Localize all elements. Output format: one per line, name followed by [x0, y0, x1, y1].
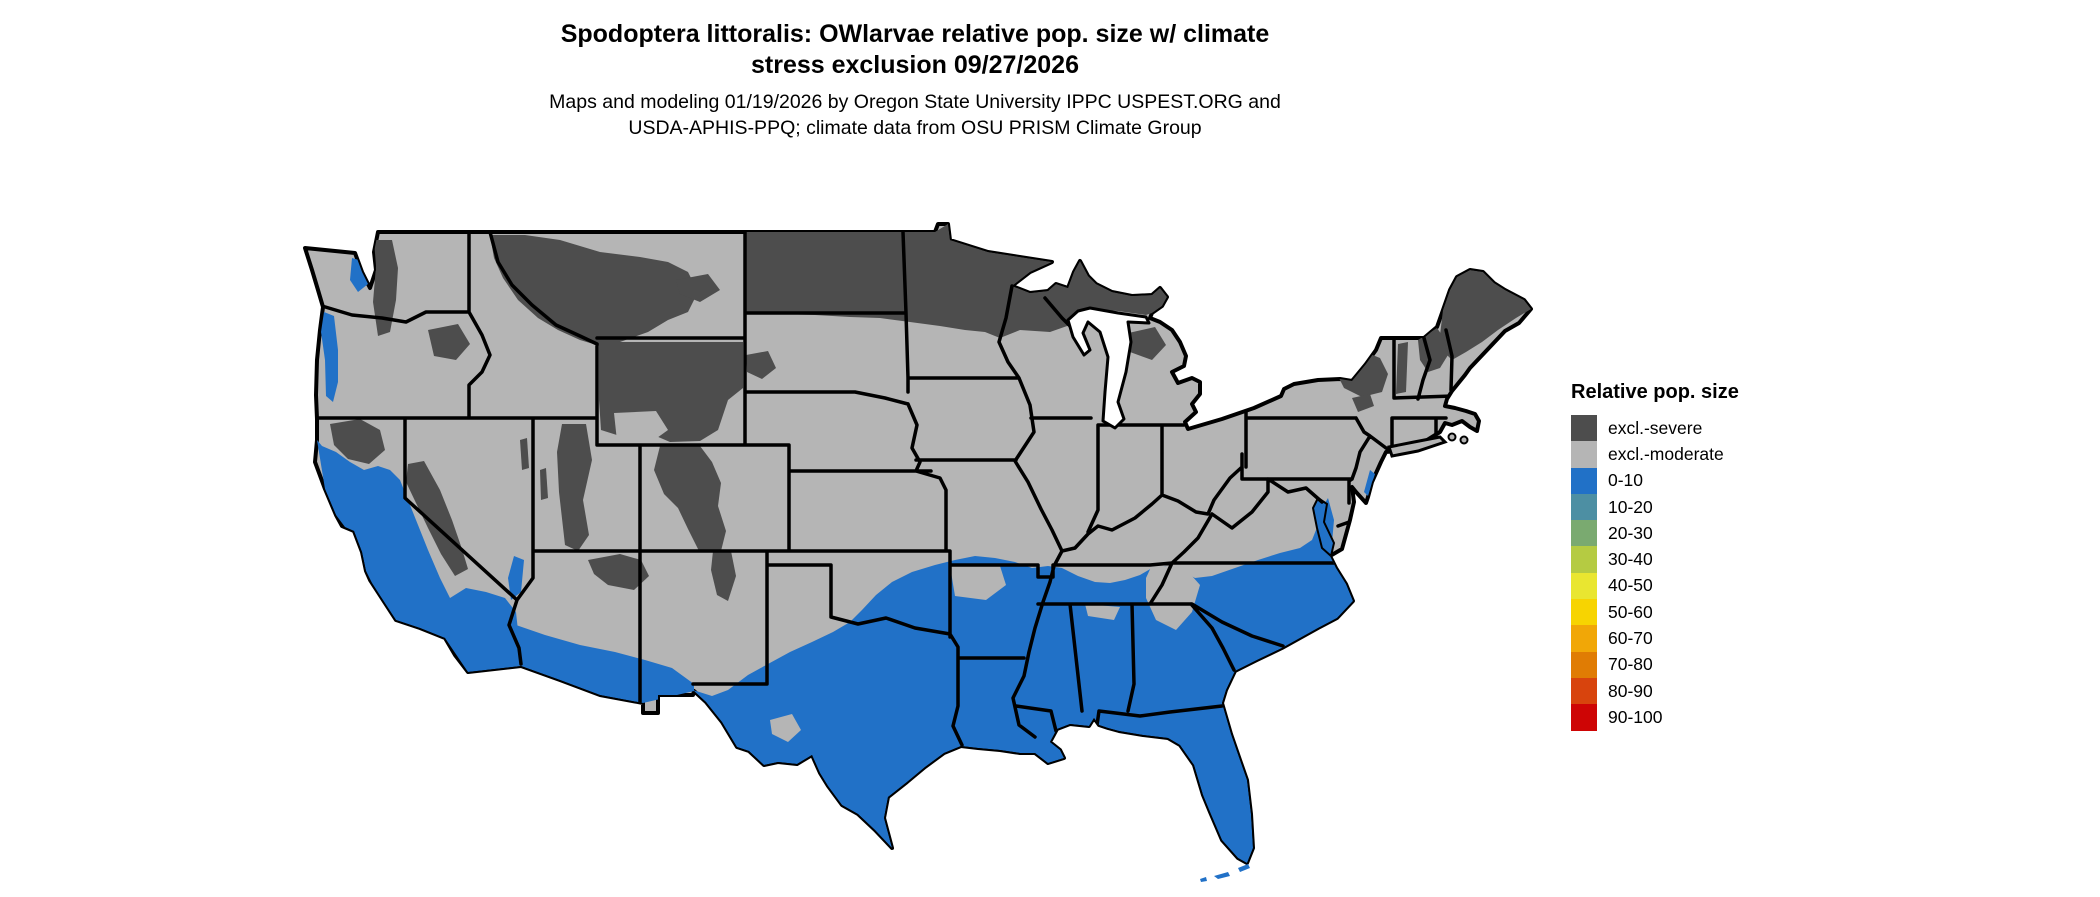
region-moderate-patches: [614, 411, 1200, 742]
legend-item-excl.-severe: excl.-severe: [1571, 415, 1739, 442]
severe-idaho-montana-rockies: [490, 235, 698, 346]
severe-central-montana: [676, 274, 720, 302]
legend-swatch-10-20: [1571, 493, 1597, 521]
severe-vt-green-mtns: [1396, 342, 1408, 394]
legend-swatch-40-50: [1571, 572, 1597, 600]
legend-label: 70-80: [1608, 654, 1653, 675]
legend: Relative pop. size excl.-severe excl.-mod…: [1571, 381, 1739, 731]
lake-michigan: [1066, 306, 1151, 430]
severe-colorado-rockies: [654, 446, 726, 551]
legend-item-60-70: 60-70: [1571, 625, 1739, 652]
legend-item-50-60: 50-60: [1571, 599, 1739, 626]
legend-item-70-80: 70-80: [1571, 651, 1739, 678]
legend-label: excl.-severe: [1608, 417, 1703, 438]
legend-swatch-90-100: [1571, 704, 1597, 731]
severe-black-hills: [746, 351, 776, 379]
legend-rows: excl.-severe excl.-moderate 0-10 10-20 20-30…: [1571, 415, 1739, 731]
legend-item-excl.-moderate: excl.-moderate: [1571, 441, 1739, 468]
legend-swatch-30-40: [1571, 546, 1597, 573]
blue-arizona-new-mexico: [516, 625, 694, 703]
map-subtitle-line1: Maps and modeling 01/19/2026 by Oregon S…: [549, 91, 1281, 113]
blue-willamette-valley: [321, 312, 338, 402]
legend-swatch-0-10: [1571, 467, 1597, 494]
long-island: [1387, 435, 1448, 458]
nantucket-island: [1459, 435, 1469, 445]
map-title-line2: stress exclusion 09/27/2026: [750, 51, 1079, 79]
legend-label: 90-100: [1608, 706, 1663, 727]
severe-wasatch: [557, 424, 592, 551]
map-title-line1: Spodoptera littoralis: OWlarvae relative…: [560, 20, 1270, 48]
severe-north-tier: [745, 224, 1167, 338]
legend-label: excl.-moderate: [1608, 443, 1724, 464]
legend-swatch-excl.-moderate: [1571, 441, 1597, 468]
severe-nevada-range-1: [520, 438, 529, 470]
legend-item-80-90: 80-90: [1571, 677, 1739, 705]
legend-swatch-20-30: [1571, 520, 1597, 547]
legend-item-90-100: 90-100: [1571, 704, 1739, 731]
legend-label: 80-90: [1608, 680, 1653, 701]
severe-cascades: [373, 240, 398, 336]
legend-item-20-30: 20-30: [1571, 520, 1739, 547]
legend-label: 20-30: [1608, 522, 1653, 543]
legend-label: 40-50: [1608, 575, 1653, 596]
blue-california: [317, 440, 521, 672]
severe-sierra-nevada: [406, 461, 468, 576]
legend-item-40-50: 40-50: [1571, 572, 1739, 600]
marthas-vineyard-island: [1447, 432, 1457, 442]
legend-item-10-20: 10-20: [1571, 493, 1739, 521]
legend-label: 0-10: [1608, 470, 1644, 491]
legend-swatch-70-80: [1571, 651, 1597, 678]
legend-swatch-60-70: [1571, 625, 1597, 652]
severe-blue-mtns: [428, 324, 470, 360]
legend-label: 60-70: [1608, 628, 1653, 649]
moderate-appalachians: [1146, 565, 1200, 630]
severe-maine: [1440, 270, 1531, 360]
severe-nevada-range-2: [540, 468, 548, 500]
legend-title: Relative pop. size: [1571, 381, 1739, 403]
legend-swatch-80-90: [1571, 677, 1597, 705]
severe-mogollon: [588, 554, 649, 590]
moderate-north-ms-al: [1085, 604, 1120, 620]
severe-north-michigan: [1124, 327, 1166, 360]
legend-item-0-10: 0-10: [1571, 467, 1739, 494]
legend-item-30-40: 30-40: [1571, 546, 1739, 573]
map-subtitle: Maps and modeling 01/19/2026 by Oregon S…: [0, 90, 1830, 141]
blue-nj-coast: [1364, 470, 1375, 496]
map-subtitle-line2: USDA-APHIS-PPQ; climate data from OSU PR…: [628, 116, 1202, 139]
legend-swatch-50-60: [1571, 599, 1597, 626]
moderate-davis-mtns-tx: [770, 714, 801, 742]
state-borders: [314, 230, 1455, 747]
florida-keys: [1200, 864, 1250, 882]
severe-klamath: [330, 419, 385, 464]
legend-label: 10-20: [1608, 496, 1653, 517]
moderate-green-river-basin: [614, 411, 668, 443]
moderate-ozarks: [950, 566, 1006, 600]
region-excl-severe: [330, 224, 1531, 628]
severe-catskills: [1352, 394, 1374, 412]
blue-colorado-river-nv: [508, 556, 524, 600]
severe-sangre-de-cristo: [711, 551, 736, 601]
legend-label: 50-60: [1608, 601, 1653, 622]
map-title: Spodoptera littoralis: OWlarvae relative…: [0, 19, 1830, 81]
legend-swatch-excl.-severe: [1571, 415, 1597, 442]
legend-label: 30-40: [1608, 549, 1653, 570]
